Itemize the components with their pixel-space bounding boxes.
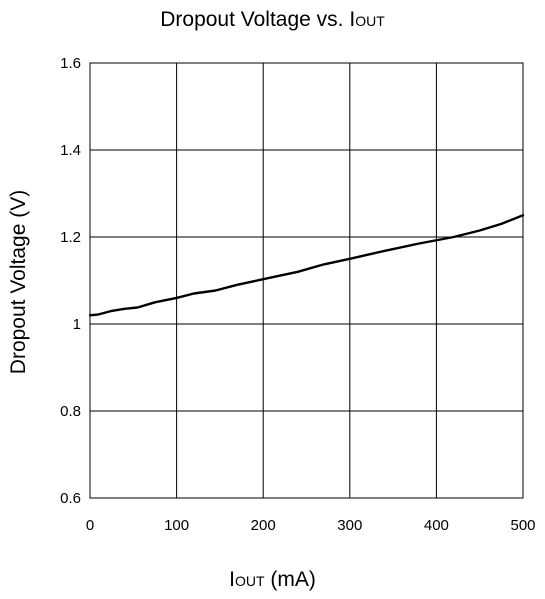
x-axis-label-subscript: OUT bbox=[234, 573, 265, 589]
tick-labels: 0 100 200 300 400 500 0.6 0.8 1 1.2 1.4 1.6 bbox=[60, 55, 535, 534]
y-tick-label: 1.6 bbox=[60, 55, 81, 72]
x-tick-label: 300 bbox=[337, 517, 362, 534]
x-tick-label: 500 bbox=[510, 517, 535, 534]
y-tick-label: 0.6 bbox=[60, 490, 81, 507]
series-line-0 bbox=[88, 214, 525, 317]
x-axis-label: IOUT (mA) bbox=[0, 568, 545, 592]
x-tick-label: 200 bbox=[251, 517, 276, 534]
x-tick-label: 400 bbox=[424, 517, 449, 534]
x-axis-label-unit: (mA) bbox=[264, 568, 316, 591]
chart-title: Dropout Voltage vs. IOUT bbox=[0, 8, 545, 32]
y-axis-label: Dropout Voltage (V) bbox=[7, 189, 30, 375]
x-axis-label-main: I bbox=[229, 568, 235, 591]
y-tick-label: 0.8 bbox=[60, 403, 81, 420]
chart-title-subscript: OUT bbox=[355, 13, 385, 29]
y-tick-label: 1.4 bbox=[60, 142, 81, 159]
y-tick-label: 1.2 bbox=[60, 229, 81, 246]
series-layer bbox=[88, 214, 525, 317]
x-tick-label: 0 bbox=[86, 517, 94, 534]
plot-frame bbox=[89, 62, 524, 499]
y-tick-label: 1 bbox=[73, 316, 81, 333]
x-tick-label: 100 bbox=[164, 517, 189, 534]
grid-lines bbox=[89, 62, 524, 499]
chart-title-main: Dropout Voltage vs. I bbox=[160, 8, 356, 31]
